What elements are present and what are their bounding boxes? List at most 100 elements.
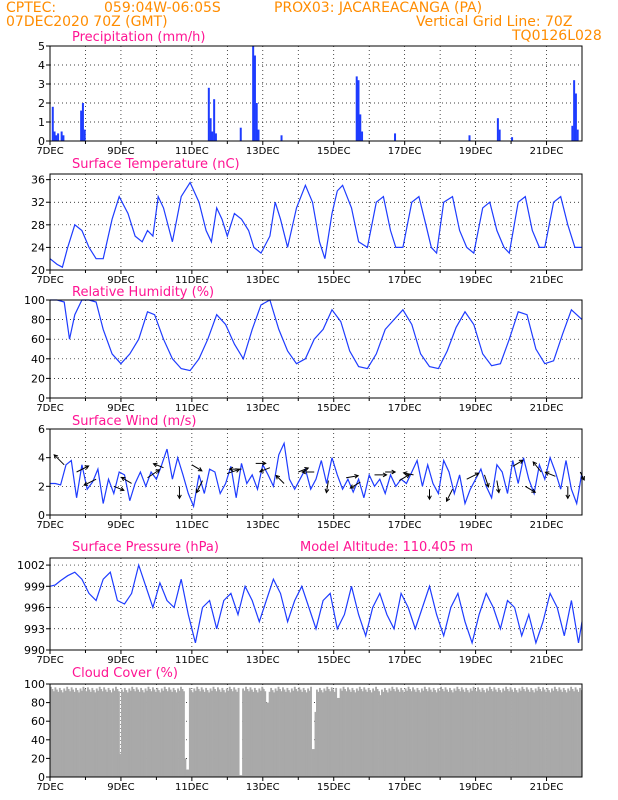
cloud-bar bbox=[200, 687, 203, 777]
cloud-bar bbox=[383, 687, 386, 777]
cloud-bar bbox=[165, 689, 168, 777]
plot-frame bbox=[49, 299, 583, 399]
cloud-bar bbox=[502, 688, 505, 777]
cloud-bar bbox=[128, 688, 131, 777]
precip-bar bbox=[80, 110, 83, 141]
cloud-bar bbox=[506, 689, 509, 777]
cloud-bar bbox=[243, 690, 246, 777]
cloud-bar bbox=[305, 692, 308, 777]
cloud-bar bbox=[338, 697, 341, 777]
cloud-bar bbox=[258, 688, 261, 777]
cloud-bar bbox=[259, 690, 262, 777]
cloud-bar bbox=[287, 690, 290, 777]
wind-arrow-head bbox=[349, 484, 355, 489]
cloud-bar bbox=[463, 691, 466, 777]
x-tick-label: 13DEC bbox=[246, 275, 280, 286]
cloud-bar bbox=[465, 687, 468, 777]
wind-arrow bbox=[259, 467, 271, 473]
cloud-bar bbox=[63, 688, 66, 777]
precip-bar bbox=[498, 129, 501, 141]
cloud-bar bbox=[323, 688, 326, 777]
x-tick-label: 15DEC bbox=[317, 782, 351, 793]
cloud-bar bbox=[369, 690, 372, 777]
cloud-bar bbox=[196, 686, 199, 777]
cloud-bar bbox=[392, 689, 395, 777]
cloud-bar bbox=[147, 686, 150, 777]
cloud-bar bbox=[97, 690, 100, 777]
x-tick-label: 17DEC bbox=[388, 782, 422, 793]
cloud-bar bbox=[525, 687, 528, 777]
cloud-bar bbox=[175, 692, 178, 777]
cloud-bar bbox=[230, 689, 233, 777]
precip-bar bbox=[573, 80, 576, 141]
cloud-bar bbox=[552, 690, 555, 777]
cloud-bar bbox=[159, 692, 162, 777]
cloud-bar bbox=[106, 691, 109, 777]
x-tick-label: 9DEC bbox=[107, 275, 134, 286]
cloud-bar bbox=[298, 687, 301, 777]
x-tick-label: 21DEC bbox=[530, 146, 564, 157]
cloud-bar bbox=[100, 689, 103, 777]
cloud-bar bbox=[496, 691, 499, 777]
cloud-bar bbox=[494, 689, 497, 777]
plot-frame bbox=[49, 173, 583, 271]
cloud-bar bbox=[545, 691, 547, 777]
cloud-bar bbox=[406, 690, 409, 777]
panel-title: Surface Pressure (hPa) bbox=[72, 540, 219, 555]
x-tick-label: 7DEC bbox=[36, 403, 63, 414]
wind-arrow-head bbox=[565, 494, 571, 500]
cloud-bar bbox=[466, 690, 469, 777]
cloud-bar bbox=[556, 691, 559, 777]
precip-bar bbox=[207, 87, 210, 141]
cloud-bar bbox=[403, 692, 406, 777]
cloud-bar bbox=[332, 689, 335, 777]
wind-arrow bbox=[545, 471, 556, 477]
precip-bar bbox=[361, 131, 364, 141]
cloud-bar bbox=[462, 689, 465, 777]
y-tick-label: 100 bbox=[24, 678, 45, 691]
cloud-bar bbox=[131, 686, 134, 777]
cloud-bar bbox=[177, 688, 179, 777]
cloud-bar bbox=[453, 688, 456, 777]
cloud-bar bbox=[446, 689, 448, 777]
precip-bar bbox=[496, 118, 499, 141]
cloud-bar bbox=[454, 690, 457, 777]
wind-arrow bbox=[53, 454, 65, 466]
series-line bbox=[50, 441, 583, 509]
panel-title: Surface Wind (m/s) bbox=[72, 414, 196, 429]
cloud-bar bbox=[457, 689, 460, 777]
cloud-bar bbox=[160, 688, 163, 777]
header-code: TQ0126L028 bbox=[512, 28, 602, 44]
x-tick-label: 17DEC bbox=[388, 275, 422, 286]
y-tick-label: 990 bbox=[24, 644, 45, 657]
cloud-bar bbox=[450, 690, 453, 777]
cloud-bar bbox=[367, 687, 370, 777]
cloud-bar bbox=[537, 686, 540, 777]
series-line bbox=[50, 299, 583, 372]
precip-bar bbox=[576, 129, 579, 141]
cloud-bar bbox=[143, 692, 145, 777]
cloud-bar bbox=[86, 687, 89, 777]
cloud-bar bbox=[138, 691, 141, 777]
cloud-bar bbox=[559, 689, 562, 777]
cloud-bar bbox=[113, 690, 116, 777]
cloud-bar bbox=[271, 690, 274, 777]
precip-bar bbox=[62, 135, 65, 141]
wind-arrow-head bbox=[258, 468, 264, 473]
cloud-bar bbox=[372, 688, 375, 777]
cloud-bar bbox=[181, 689, 184, 777]
y-tick-label: 40 bbox=[31, 353, 45, 366]
cloud-bar bbox=[110, 692, 113, 777]
cloud-bar bbox=[409, 689, 411, 777]
cloud-bar bbox=[85, 691, 88, 777]
precip-bar bbox=[213, 99, 216, 141]
cloud-bar bbox=[248, 691, 250, 777]
y-tick-label: 60 bbox=[31, 333, 45, 346]
header-grid-note: Vertical Grid Line: 70Z bbox=[416, 14, 573, 30]
cloud-bar bbox=[123, 687, 126, 777]
cloud-bar bbox=[265, 702, 268, 777]
cloud-bar bbox=[451, 692, 454, 777]
x-tick-label: 19DEC bbox=[459, 655, 493, 666]
cloud-bar bbox=[234, 689, 237, 777]
cloud-bar bbox=[284, 691, 287, 777]
